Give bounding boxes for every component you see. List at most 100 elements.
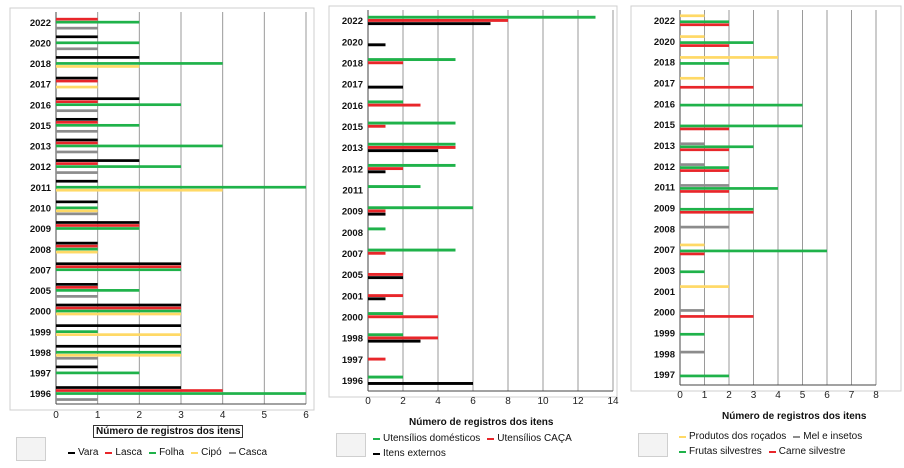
legend-swatch bbox=[105, 451, 113, 454]
y-tick-label: 2007 bbox=[342, 249, 363, 260]
bar-vara-2016 bbox=[56, 97, 140, 101]
bar-utensilios-domesticos-2022 bbox=[368, 15, 596, 19]
y-tick-label: 2018 bbox=[30, 59, 51, 70]
bar-casca-2013 bbox=[56, 150, 98, 154]
bar-itens-externos-1998 bbox=[368, 339, 421, 343]
bar-lasca-2022 bbox=[56, 17, 98, 21]
y-tick-label: 2009 bbox=[30, 224, 51, 235]
legend-item-folha: Folha bbox=[149, 447, 184, 458]
legend-label: Cipó bbox=[201, 447, 222, 458]
x-tick-label: 6 bbox=[303, 410, 309, 421]
bar-cipo-1999 bbox=[56, 333, 181, 336]
y-tick-label: 1997 bbox=[654, 370, 675, 381]
y-tick-label: 2001 bbox=[654, 287, 676, 298]
bar-cipo-2000 bbox=[56, 312, 181, 316]
bar-mel-e-insetos-2012 bbox=[680, 163, 705, 166]
chart-panel-2: 0 2 4 6 8 10 12 14 2022 2020 2018 2017 2016 2015 2013 2… bbox=[323, 0, 620, 468]
legend-swatch bbox=[191, 451, 199, 454]
legend-swatch bbox=[228, 451, 236, 454]
chart-panel-3: 0 1 2 3 4 5 6 7 8 2022 2020 2018 2017 2016 2015 2013 201… bbox=[625, 0, 904, 468]
bar-vara-2012 bbox=[56, 159, 140, 162]
y-tick-label: 2020 bbox=[654, 37, 675, 48]
bar-mel-e-insetos-2011 bbox=[680, 184, 729, 187]
bar-folha-2020 bbox=[56, 41, 140, 45]
bar-mel-e-insetos-2000 bbox=[680, 309, 705, 312]
bar-frutas-silvestres-2016 bbox=[680, 103, 803, 107]
plot-frame bbox=[9, 7, 315, 411]
bar-itens-externos-2020 bbox=[368, 43, 386, 47]
x-tick-label: 6 bbox=[470, 396, 476, 407]
legend-swatch bbox=[793, 435, 801, 438]
bar-lasca-2005 bbox=[56, 286, 98, 289]
y-tick-label: 2012 bbox=[654, 162, 675, 173]
y-tick-label: 1999 bbox=[654, 328, 675, 339]
bar-cipo-2018 bbox=[56, 65, 140, 68]
bar-itens-externos-2009 bbox=[368, 212, 386, 216]
bar-folha-2009 bbox=[56, 227, 140, 230]
bar-casca-2020 bbox=[56, 47, 98, 51]
y-tick-label: 2007 bbox=[654, 245, 675, 256]
y-tick-label: 1996 bbox=[342, 376, 363, 387]
bar-itens-externos-2022 bbox=[368, 22, 491, 26]
x-tick-label: 2 bbox=[400, 396, 406, 407]
x-tick-label: 2 bbox=[726, 390, 732, 401]
bar-cipo-1998 bbox=[56, 353, 181, 357]
bar-folha-2022 bbox=[56, 20, 140, 24]
y-tick-label: 1996 bbox=[30, 389, 51, 400]
y-tick-label: 1998 bbox=[342, 334, 363, 345]
y-tick-label: 2022 bbox=[30, 18, 51, 29]
chart-3-legend-row-2: Frutas silvestres Carne silvestre bbox=[679, 446, 853, 457]
legend-swatch bbox=[373, 452, 380, 455]
bar-itens-externos-2013 bbox=[368, 149, 438, 153]
y-tick-label: 2003 bbox=[654, 266, 675, 277]
bar-frutas-silvestres-2020 bbox=[680, 41, 754, 44]
legend-label: Folha bbox=[159, 447, 185, 458]
bar-lasca-1996 bbox=[56, 389, 223, 392]
bar-frutas-silvestres-2018 bbox=[680, 62, 729, 65]
y-tick-label: 2008 bbox=[654, 224, 675, 235]
bar-lasca-2000 bbox=[56, 306, 181, 310]
chart-1-legend-box bbox=[16, 437, 46, 461]
x-tick-label: 0 bbox=[365, 396, 371, 407]
y-tick-label: 1997 bbox=[30, 369, 51, 380]
bar-utensilios-caca-2009 bbox=[368, 209, 386, 213]
bar-vara-2013 bbox=[56, 138, 98, 142]
bar-utensilios-caca-2022 bbox=[368, 18, 508, 22]
y-tick-label: 2012 bbox=[30, 162, 51, 173]
bar-utensilios-domesticos-2013 bbox=[368, 142, 456, 146]
bar-utensilios-caca-2016 bbox=[368, 103, 421, 107]
x-tick-label: 6 bbox=[824, 390, 830, 401]
bar-utensilios-domesticos-2008 bbox=[368, 227, 386, 231]
chart-1-svg: 0 1 2 3 4 5 6 2022 2020 2018 2017 2016 2015 2013 2012 2… bbox=[9, 7, 315, 421]
bar-folha-2018 bbox=[56, 62, 223, 65]
bar-carne-silvestre-2013 bbox=[680, 148, 729, 152]
y-tick-label: 2005 bbox=[30, 286, 52, 297]
x-tick-label: 7 bbox=[849, 390, 855, 401]
y-tick-label: 2000 bbox=[342, 312, 363, 323]
bar-utensilios-domesticos-2015 bbox=[368, 121, 456, 125]
bar-cipo-2010 bbox=[56, 209, 98, 213]
bar-folha-1996 bbox=[56, 392, 306, 395]
legend-label: Carne silvestre bbox=[778, 446, 846, 457]
bar-folha-1997 bbox=[56, 371, 140, 375]
y-tick-label: 2009 bbox=[654, 203, 675, 214]
legend-label: Vara bbox=[78, 447, 99, 458]
y-tick-label: 2018 bbox=[342, 58, 363, 69]
y-tick-label: 2012 bbox=[342, 164, 363, 175]
bar-folha-2000 bbox=[56, 309, 181, 313]
bar-frutas-silvestres-2012 bbox=[680, 166, 729, 169]
chart-1-legend: Vara Lasca Folha Cipó Casca bbox=[68, 447, 274, 458]
legend-item-casca: Casca bbox=[228, 447, 267, 458]
bar-vara-2007 bbox=[56, 262, 181, 266]
bar-vara-2010 bbox=[56, 200, 98, 204]
y-tick-label: 2013 bbox=[342, 143, 363, 154]
legend-item-vara: Vara bbox=[68, 447, 98, 458]
bar-produtos-dos-rocados-2007 bbox=[680, 243, 705, 247]
x-tick-label: 14 bbox=[607, 396, 619, 407]
x-tick-label: 10 bbox=[537, 396, 549, 407]
bar-utensilios-domesticos-2007 bbox=[368, 248, 456, 252]
bar-carne-silvestre-2017 bbox=[680, 85, 754, 89]
x-tick-label: 2 bbox=[137, 410, 143, 421]
legend-item-utensilios-domesticos: Utensílios domésticos bbox=[373, 433, 480, 444]
chart-3-legend-box bbox=[638, 433, 668, 457]
